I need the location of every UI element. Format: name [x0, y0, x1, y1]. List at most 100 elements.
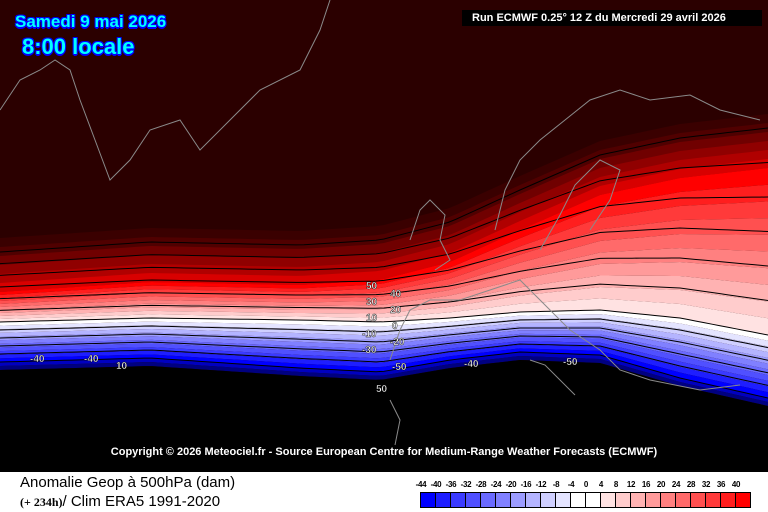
anomaly-band	[0, 330, 768, 370]
colorbar-swatch	[451, 493, 466, 507]
contour-line	[0, 283, 768, 311]
anomaly-band	[0, 168, 768, 295]
anomaly-band	[0, 314, 768, 347]
anomaly-band	[0, 360, 768, 472]
climatology: / Clim ERA5 1991-2020	[62, 493, 221, 510]
colorbar-label: 4	[598, 480, 604, 489]
colorbar-label: -4	[567, 480, 575, 489]
contour-label: -20	[390, 337, 405, 348]
anomaly-band	[0, 234, 768, 307]
contour-label: -40	[464, 359, 479, 370]
contour-line	[0, 309, 768, 336]
contour-label: -40	[84, 354, 99, 365]
colorbar-label: -36	[445, 480, 457, 489]
colorbar-label: 36	[716, 480, 726, 489]
anomaly-map: 50 40 30 20 10 0 -10 -20 -30 -50 50 -40 …	[0, 0, 768, 472]
colorbar-label: -24	[490, 480, 502, 489]
model-run-info: Run ECMWF 0.25° 12 Z du Mercredi 29 avri…	[462, 10, 762, 26]
colorbar-label: -12	[535, 480, 547, 489]
map-subtitle: (+ 234h)/ Clim ERA5 1991-2020	[20, 493, 220, 511]
colorbar-label: 12	[626, 480, 636, 489]
anomaly-band	[0, 159, 768, 292]
contour-label: -40	[30, 354, 45, 365]
colorbar-label: -16	[520, 480, 532, 489]
valid-date: Samedi 9 mai 2026	[15, 12, 167, 31]
anomaly-band	[0, 201, 768, 301]
anomaly-band	[0, 262, 768, 313]
anomaly-band	[0, 310, 768, 341]
colorbar-label: 20	[656, 480, 666, 489]
colorbar-swatch	[481, 493, 496, 507]
colorbar-label: 32	[701, 480, 711, 489]
contour-label: 50	[376, 384, 388, 395]
colorbar-swatch	[496, 493, 511, 507]
colorbar-swatch	[631, 493, 646, 507]
colorbar-swatch	[736, 493, 750, 507]
colorbar-label: -28	[475, 480, 487, 489]
colorbar-swatch	[586, 493, 601, 507]
contour-line	[0, 257, 768, 300]
contour-label: -30	[362, 345, 377, 356]
colorbar-swatch	[526, 493, 541, 507]
contour-line	[0, 327, 768, 361]
colorbar-label: 16	[641, 480, 651, 489]
colorbar	[420, 492, 751, 508]
anomaly-band	[0, 352, 768, 402]
colorbar-swatch	[556, 493, 571, 507]
colorbar-label: -8	[552, 480, 560, 489]
contour-label: -50	[563, 357, 578, 368]
colorbar-swatch	[616, 493, 631, 507]
anomaly-band	[0, 150, 768, 292]
anomaly-band	[0, 356, 768, 406]
colorbar-label: 28	[686, 480, 696, 489]
contour-label: 20	[390, 305, 402, 316]
colorbar-swatch	[421, 493, 436, 507]
map-title: Anomalie Geop à 500hPa (dam)	[20, 474, 236, 491]
colorbar-label: -40	[430, 480, 442, 489]
anomaly-band	[0, 337, 768, 381]
colorbar-label: -20	[505, 480, 517, 489]
colorbar-swatch	[646, 493, 661, 507]
colorbar-label: -44	[415, 480, 427, 489]
colorbar-swatch	[436, 493, 451, 507]
anomaly-band	[0, 132, 768, 292]
colorbar-label: 40	[731, 480, 741, 489]
contour-line	[0, 351, 768, 399]
colorbar-swatch	[601, 493, 616, 507]
colorbar-swatch	[541, 493, 556, 507]
colorbar-label: 8	[613, 480, 619, 489]
contour-label: 10	[366, 313, 378, 324]
contour-labels: 50 40 30 20 10 0 -10 -20 -30 -50 50 -40 …	[30, 281, 578, 395]
anomaly-band	[0, 344, 768, 393]
anomaly-band	[0, 218, 768, 304]
forecast-lead: (+ 234h)	[20, 495, 63, 509]
coastlines	[0, 0, 761, 446]
contour-label: -50	[392, 362, 407, 373]
contour-lines	[0, 127, 768, 399]
colorbar-label: 0	[583, 480, 589, 489]
contour-label: 0	[392, 321, 398, 332]
anomaly-band	[0, 275, 768, 316]
contour-label: 10	[116, 361, 128, 372]
colorbar-swatch	[691, 493, 706, 507]
colorbar-swatch	[721, 493, 736, 507]
colorbar-swatch	[676, 493, 691, 507]
contour-line	[0, 335, 768, 374]
contour-line	[0, 196, 768, 276]
anomaly-band	[0, 184, 768, 298]
valid-time: 8:00 locale	[22, 34, 135, 59]
colorbar-swatch	[511, 493, 526, 507]
contour-line	[0, 162, 768, 265]
contour-label: 50	[366, 281, 378, 292]
contour-label: 30	[366, 297, 378, 308]
colorbar-label: -32	[460, 480, 472, 489]
contour-line	[0, 343, 768, 386]
anomaly-band	[0, 141, 768, 292]
anomaly-band	[0, 248, 768, 310]
copyright-notice: Copyright © 2026 Meteociel.fr - Source E…	[110, 446, 658, 458]
contour-label: 40	[390, 289, 402, 300]
contour-line	[0, 227, 768, 288]
colorbar-label: 24	[671, 480, 681, 489]
anomaly-band	[0, 298, 768, 335]
colorbar-swatch	[661, 493, 676, 507]
